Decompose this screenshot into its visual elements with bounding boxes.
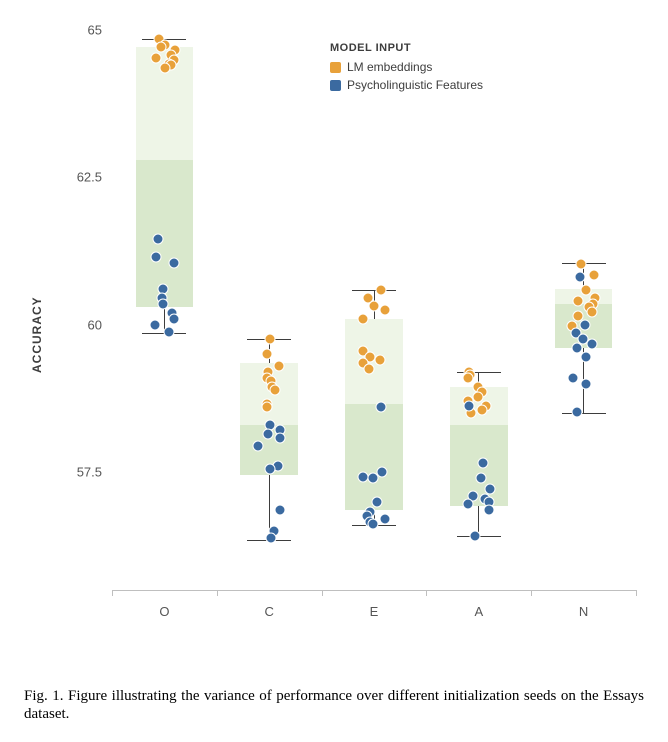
data-point-lm [273, 360, 284, 371]
ytick-label: 60 [62, 317, 102, 332]
data-point-lm [376, 285, 387, 296]
ytick-label: 57.5 [62, 465, 102, 480]
data-point-lm [363, 363, 374, 374]
figure-caption: Fig. 1. Figure illustrating the variance… [24, 687, 644, 725]
data-point-lm [159, 63, 170, 74]
yaxis-title: ACCURACY [30, 296, 44, 373]
xaxis-tick [636, 590, 637, 596]
legend-swatch [330, 62, 341, 73]
data-point-lm [379, 304, 390, 315]
xaxis-category-label: A [459, 604, 499, 619]
data-point-psy [464, 401, 475, 412]
data-point-lm [150, 53, 161, 64]
data-point-psy [572, 343, 583, 354]
data-point-lm [261, 349, 272, 360]
data-point-psy [372, 496, 383, 507]
data-point-psy [153, 234, 164, 245]
data-point-psy [264, 464, 275, 475]
data-point-lm [375, 355, 386, 366]
xaxis-line [112, 590, 636, 591]
data-point-psy [575, 272, 586, 283]
data-point-lm [261, 402, 272, 413]
whisker-cap [562, 413, 606, 414]
data-point-psy [266, 533, 277, 544]
data-point-psy [478, 458, 489, 469]
xaxis-tick [322, 590, 323, 596]
data-point-psy [572, 406, 583, 417]
legend-title: MODEL INPUT [330, 42, 483, 54]
xaxis-tick [217, 590, 218, 596]
data-point-psy [380, 514, 391, 525]
data-point-psy [587, 338, 598, 349]
data-point-psy [164, 326, 175, 337]
xaxis-tick [426, 590, 427, 596]
data-point-psy [581, 352, 592, 363]
data-point-lm [573, 296, 584, 307]
data-point-psy [368, 472, 379, 483]
xaxis-tick [531, 590, 532, 596]
data-point-psy [253, 440, 264, 451]
xaxis-category-label: E [354, 604, 394, 619]
legend-swatch [330, 80, 341, 91]
data-point-psy [470, 530, 481, 541]
data-point-psy [150, 319, 161, 330]
data-point-lm [476, 405, 487, 416]
data-point-psy [375, 402, 386, 413]
legend-label: Psycholinguistic Features [347, 76, 483, 94]
data-point-psy [476, 472, 487, 483]
xaxis-category-label: O [144, 604, 184, 619]
data-point-psy [168, 257, 179, 268]
xaxis-tick [112, 590, 113, 596]
data-point-lm [575, 259, 586, 270]
data-point-psy [151, 251, 162, 262]
data-point-lm [264, 334, 275, 345]
data-point-psy [580, 378, 591, 389]
data-point-psy [568, 372, 579, 383]
legend-label: LM embeddings [347, 58, 432, 76]
data-point-lm [357, 313, 368, 324]
data-point-lm [463, 372, 474, 383]
ytick-label: 65 [62, 22, 102, 37]
box-inner [345, 404, 403, 510]
legend: MODEL INPUT LM embeddingsPsycholinguistic… [330, 42, 483, 94]
xaxis-category-label: N [564, 604, 604, 619]
data-point-psy [263, 428, 274, 439]
data-point-psy [368, 518, 379, 529]
data-point-lm [472, 391, 483, 402]
data-point-lm [586, 306, 597, 317]
data-point-lm [269, 384, 280, 395]
legend-item: LM embeddings [330, 58, 483, 76]
data-point-lm [588, 269, 599, 280]
legend-item: Psycholinguistic Features [330, 76, 483, 94]
data-point-psy [462, 499, 473, 510]
xaxis-category-label: C [249, 604, 289, 619]
data-point-psy [579, 319, 590, 330]
data-point-lm [368, 300, 379, 311]
data-point-psy [274, 505, 285, 516]
data-point-psy [484, 505, 495, 516]
whisker-cap [352, 290, 396, 291]
data-point-psy [169, 313, 180, 324]
data-point-psy [274, 432, 285, 443]
ytick-label: 62.5 [62, 170, 102, 185]
